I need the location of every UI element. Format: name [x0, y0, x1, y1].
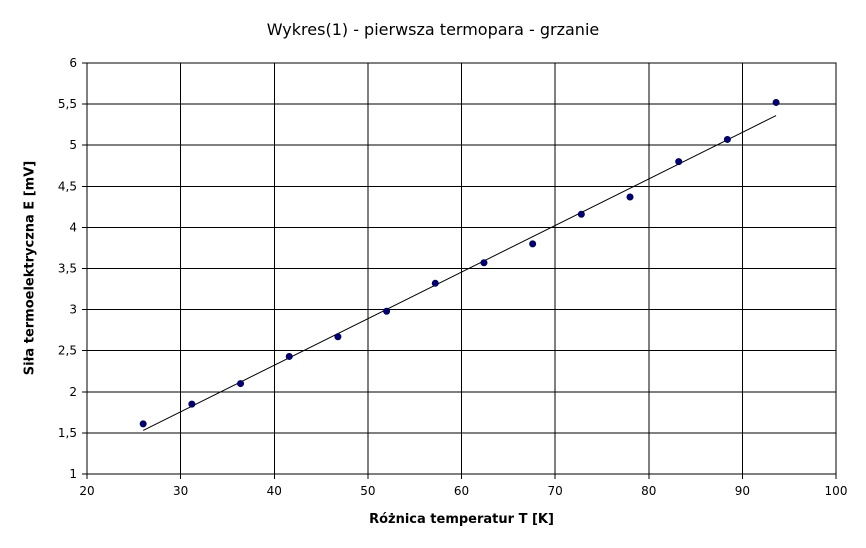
data-point [285, 352, 293, 360]
x-tick-label: 80 [641, 484, 656, 498]
x-tick-label: 60 [454, 484, 469, 498]
y-tick-label: 1,5 [58, 426, 77, 440]
data-point [188, 400, 196, 408]
x-axis-ticks: 20 30 40 50 60 70 80 90 100 [79, 474, 847, 498]
y-tick-label: 2 [69, 385, 77, 399]
x-tick-label: 100 [825, 484, 848, 498]
y-tick-label: 3 [69, 303, 77, 317]
data-point [237, 380, 245, 388]
y-tick-label: 3,5 [58, 262, 77, 276]
x-tick-label: 20 [79, 484, 94, 498]
data-point [383, 307, 391, 315]
data-point [772, 98, 780, 106]
y-tick-label: 2,5 [58, 344, 77, 358]
data-point [480, 259, 488, 267]
x-tick-label: 40 [267, 484, 282, 498]
trendline [142, 115, 777, 431]
y-tick-label: 4 [69, 220, 77, 234]
trendline-group [142, 115, 777, 431]
x-axis-label: Różnica temperatur T [K] [369, 512, 554, 527]
data-point [139, 420, 147, 428]
data-points [139, 98, 780, 428]
chart-title: Wykres(1) - pierwsza termopara - grzanie [266, 20, 600, 39]
data-point [529, 240, 537, 248]
y-tick-label: 6 [69, 56, 77, 70]
y-tick-label: 5 [69, 138, 77, 152]
y-tick-label: 1 [69, 467, 77, 481]
data-point [431, 279, 439, 287]
data-point [675, 158, 683, 166]
y-axis-label: Siła termoelektryczna E [mV] [22, 160, 38, 376]
data-point [723, 135, 731, 143]
x-tick-label: 30 [173, 484, 188, 498]
y-tick-label: 4,5 [58, 179, 77, 193]
data-point [626, 193, 634, 201]
y-axis-ticks: 1 1,5 2 2,5 3 3,5 4 4,5 5 5,5 6 [58, 56, 87, 481]
data-point [334, 333, 342, 341]
x-tick-label: 50 [360, 484, 375, 498]
gridlines [86, 62, 837, 475]
data-point [577, 210, 585, 218]
y-tick-label: 5,5 [58, 97, 77, 111]
x-tick-label: 90 [735, 484, 750, 498]
x-tick-label: 70 [547, 484, 562, 498]
